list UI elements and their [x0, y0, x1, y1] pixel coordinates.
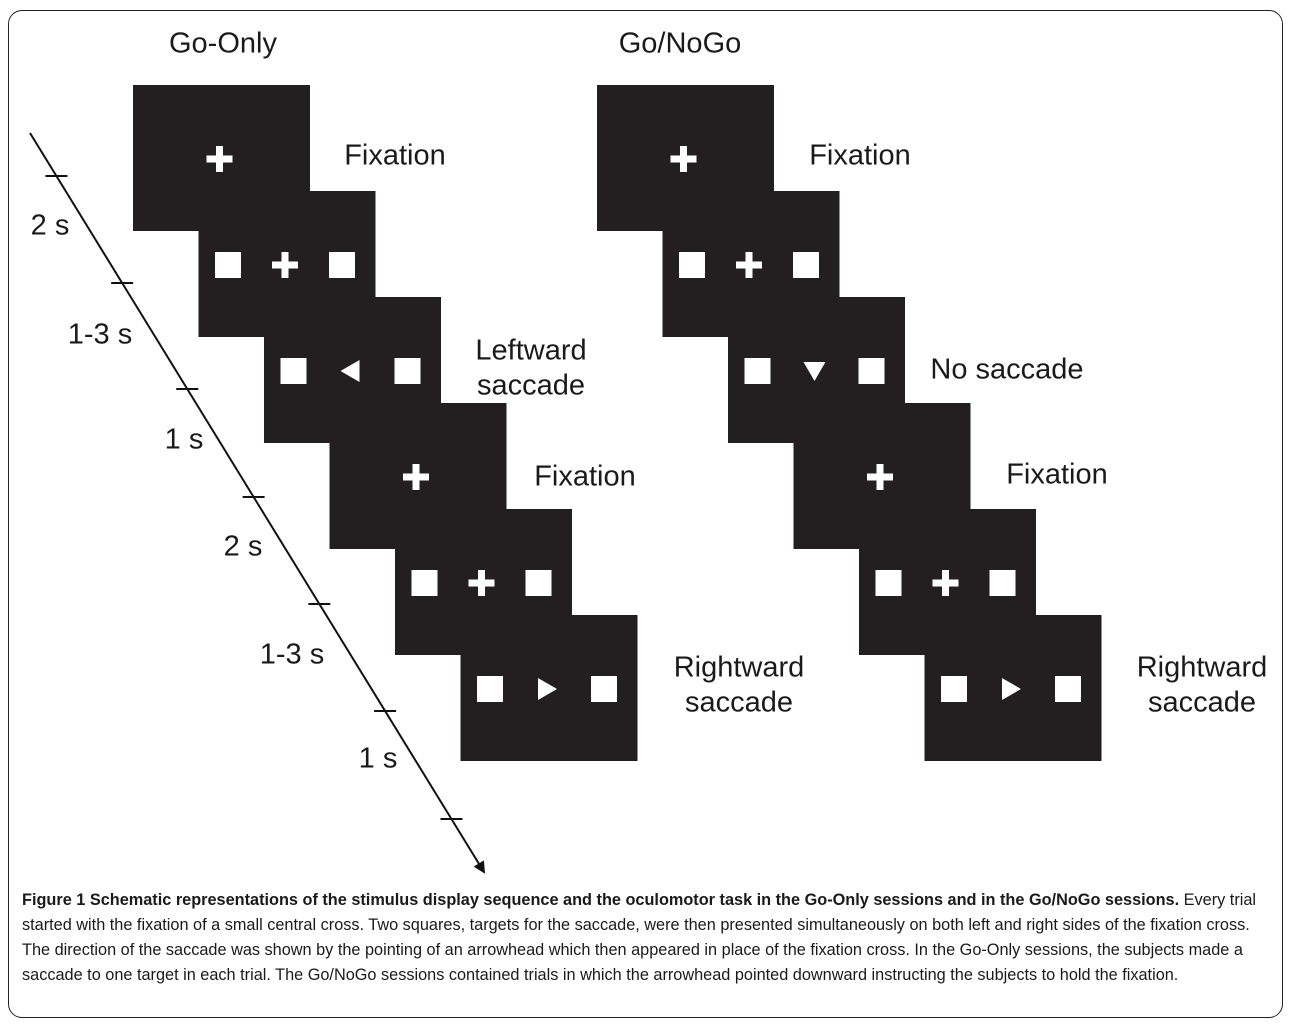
stage-label: Rightward — [674, 652, 805, 684]
caption: Figure 1 Schematic representations of th… — [22, 888, 1277, 988]
target-square — [394, 358, 421, 384]
stage-label: Leftward — [475, 335, 586, 367]
panel-title: Go-Only — [169, 28, 277, 60]
diagram: 2 s 1-3 s 1 s 2 s 1-3 s 1 s Go-Only Fixation Lef… — [29, 28, 1268, 874]
target-square — [1055, 676, 1081, 702]
arrowhead — [340, 360, 360, 382]
target-square — [280, 358, 307, 384]
stage-label: Fixation — [344, 140, 446, 172]
arrowhead — [803, 362, 826, 381]
target-square — [329, 252, 355, 278]
target-square — [215, 252, 241, 278]
cross — [745, 252, 753, 278]
target-square — [525, 570, 552, 596]
target-square — [875, 570, 902, 596]
target-square — [591, 676, 617, 702]
cross — [942, 570, 949, 596]
stage-label: saccade — [1148, 687, 1256, 719]
stage-label: Fixation — [534, 461, 636, 493]
stage-label: No saccade — [930, 354, 1083, 386]
cross — [412, 464, 420, 490]
cross — [680, 146, 687, 172]
interval-label: 1-3 s — [260, 639, 324, 671]
interval-label: 2 s — [224, 531, 263, 563]
panel-title: Go/NoGo — [619, 28, 742, 60]
target-square — [679, 252, 705, 278]
target-square — [989, 570, 1016, 596]
time-axis — [29, 132, 486, 874]
stage-label: Fixation — [1006, 459, 1108, 491]
cross — [281, 252, 289, 278]
interval-label: 1 s — [359, 743, 398, 775]
target-square — [941, 676, 967, 702]
arrowhead — [1002, 678, 1021, 700]
cross — [876, 464, 884, 490]
cross — [216, 146, 223, 172]
figure-frame — [8, 10, 1283, 1018]
target-square — [744, 358, 771, 384]
caption-text: Every trial started with the fixation of… — [22, 891, 1257, 984]
stage-label: Fixation — [809, 140, 911, 172]
target-square — [477, 676, 503, 702]
cross — [478, 570, 485, 596]
target-square — [858, 358, 885, 384]
stage-label: saccade — [477, 370, 585, 402]
target-square — [411, 570, 438, 596]
interval-label: 1 s — [165, 424, 204, 456]
target-square — [793, 252, 819, 278]
arrowhead — [538, 678, 557, 700]
stage-label: Rightward — [1137, 652, 1268, 684]
caption-label: Figure 1 Schematic representations of th… — [22, 891, 1180, 909]
stage-label: saccade — [685, 687, 793, 719]
interval-label: 2 s — [31, 210, 70, 242]
interval-label: 1-3 s — [68, 319, 132, 351]
